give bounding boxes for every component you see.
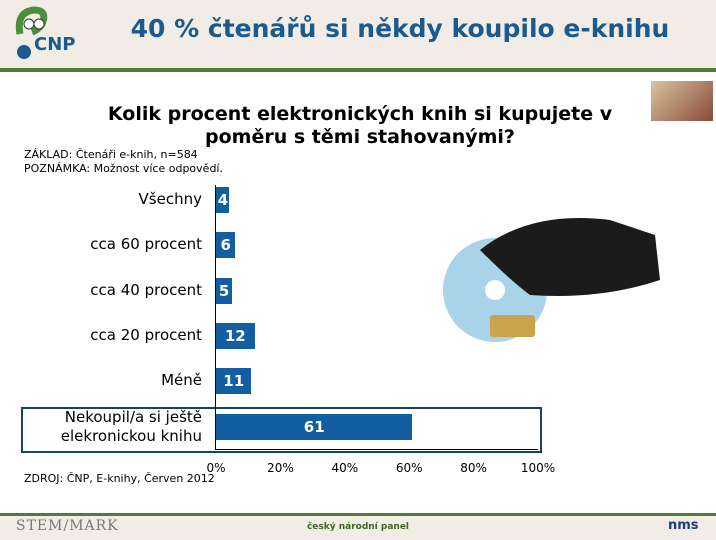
page-title: 40 % čtenářů si někdy koupilo e-knihu — [130, 14, 670, 43]
nms-logo: nms — [668, 518, 699, 533]
x-tick-label: 60% — [395, 461, 423, 475]
data-label: 6 — [220, 236, 231, 254]
stem-mark-logo: STEM/MARK — [16, 518, 119, 534]
glove-cd-illustration — [443, 218, 660, 342]
remark-note: POZNÁMKA: Možnost více odpovědí. — [24, 162, 223, 175]
source-note: ZDROJ: ČNP, E-knihy, Červen 2012 — [24, 472, 215, 485]
category-label: Všechny — [138, 190, 202, 208]
data-label: 5 — [218, 282, 230, 300]
x-tick-label: 100% — [520, 461, 556, 475]
y-axis — [215, 185, 216, 450]
category-label: cca 60 procent — [90, 235, 202, 253]
base-note: ZÁKLAD: Čtenáři e-knih, n=584 — [24, 148, 198, 161]
data-label: 4 — [217, 191, 229, 209]
header-divider — [0, 68, 716, 72]
highlight-box — [21, 407, 542, 453]
data-label: 11 — [223, 372, 245, 390]
svg-text:CNP: CNP — [34, 34, 75, 55]
bar — [216, 187, 229, 213]
footer — [0, 516, 716, 540]
x-tick-label: 80% — [460, 461, 487, 475]
data-label: 12 — [224, 327, 246, 345]
x-tick-label: 40% — [331, 461, 359, 475]
data-label: 61 — [303, 418, 325, 436]
category-label: cca 40 procent — [90, 281, 202, 299]
bar — [216, 232, 236, 258]
chart-title: Kolik procent elektronických knih si kup… — [107, 103, 613, 148]
x-axis — [215, 449, 538, 450]
cnp-logo: CNP — [15, 6, 75, 59]
header — [0, 0, 716, 68]
bar — [216, 414, 413, 440]
bar — [216, 278, 233, 304]
category-label: cca 20 procent — [90, 326, 202, 344]
category-label: Nekoupil/a si ještě elekronickou knihu — [60, 408, 202, 445]
x-tick-label: 0% — [206, 461, 226, 475]
category-label: Méně — [161, 371, 202, 389]
bar — [216, 323, 255, 349]
footer-divider — [0, 513, 716, 516]
bar — [216, 368, 252, 394]
x-tick-label: 20% — [267, 461, 294, 475]
ereader-photo — [651, 81, 713, 121]
footer-text: český národní panel — [306, 522, 410, 532]
